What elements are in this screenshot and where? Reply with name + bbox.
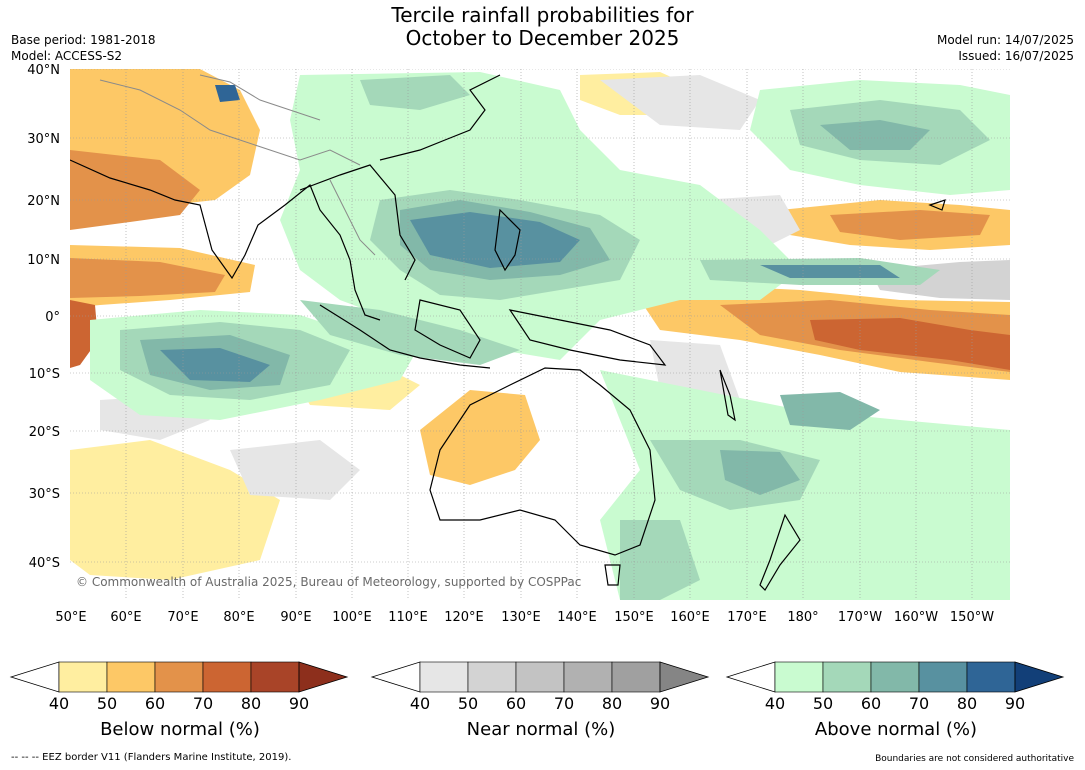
colorbar-tick-label: 90 bbox=[650, 694, 670, 713]
lon-label-70e: 70°E bbox=[167, 610, 198, 625]
lon-label-160e: 160°E bbox=[670, 610, 710, 625]
colorbar-title-near: Near normal (%) bbox=[466, 719, 616, 740]
lat-label-10s: 10°S bbox=[29, 367, 60, 382]
colorbar-below-normal: 40 50 60 70 80 90 bbox=[9, 661, 349, 713]
lon-label-110e: 110°E bbox=[388, 610, 428, 625]
lat-label-20s: 20°S bbox=[29, 425, 60, 440]
lat-label-10n: 10°N bbox=[27, 253, 60, 268]
lat-label-0: 0° bbox=[45, 310, 60, 325]
lat-label-30s: 30°S bbox=[29, 487, 60, 502]
lat-label-40n: 40°N bbox=[27, 63, 60, 78]
colorbar-segment bbox=[611, 661, 661, 693]
colorbar-tick-label: 60 bbox=[861, 694, 881, 713]
colorbar-tick-label: 70 bbox=[909, 694, 929, 713]
colorbar-segment bbox=[419, 661, 469, 693]
colorbar-segment bbox=[563, 661, 613, 693]
colorbar-segment bbox=[515, 661, 565, 693]
colorbar-tick-label: 60 bbox=[506, 694, 526, 713]
colorbar-segment bbox=[154, 661, 204, 693]
eez-legend: -- -- -- EEZ border V11 (Flanders Marine… bbox=[11, 752, 292, 763]
model-name: Model: ACCESS-S2 bbox=[11, 49, 123, 63]
colorbar-tick-label: 50 bbox=[458, 694, 478, 713]
colorbar-tick-label: 70 bbox=[193, 694, 213, 713]
latitude-labels: 40°N 30°N 20°N 10°N 0° 10°S 20°S 30°S 40… bbox=[27, 63, 60, 571]
longitude-labels: 50°E 60°E 70°E 80°E 90°E 100°E 110°E 120… bbox=[55, 610, 994, 625]
lon-label-170w: 170°W bbox=[838, 610, 882, 625]
colorbar-extend-high bbox=[298, 661, 349, 693]
model-run: Model run: 14/07/2025 bbox=[936, 33, 1074, 47]
colorbar-segment bbox=[870, 661, 920, 693]
lon-label-150e: 150°E bbox=[614, 610, 654, 625]
lon-label-50e: 50°E bbox=[55, 610, 86, 625]
colorbar-segment bbox=[467, 661, 517, 693]
model-info: Base period: 1981-2018 Model: ACCESS-S2 bbox=[11, 32, 156, 64]
lon-label-130e: 130°E bbox=[501, 610, 541, 625]
lat-label-40s: 40°S bbox=[29, 556, 60, 571]
lon-label-100e: 100°E bbox=[332, 610, 372, 625]
colorbar-tick-label: 70 bbox=[554, 694, 574, 713]
colorbar-extend-low bbox=[370, 661, 421, 693]
disclaimer: Boundaries are not considered authoritat… bbox=[875, 754, 1074, 764]
colorbar-tick-label: 90 bbox=[1005, 694, 1025, 713]
colorbar-tick-label: 50 bbox=[813, 694, 833, 713]
lon-label-160w: 160°W bbox=[894, 610, 938, 625]
colorbar-tick-label: 80 bbox=[602, 694, 622, 713]
colorbar-extend-low bbox=[9, 661, 60, 693]
colorbar-segment bbox=[822, 661, 872, 693]
colorbar-segment bbox=[58, 661, 108, 693]
lon-label-140e: 140°E bbox=[557, 610, 597, 625]
colorbar-tick-label: 80 bbox=[241, 694, 261, 713]
chart-title: Tercile rainfall probabilities for Octob… bbox=[0, 4, 1085, 50]
colorbar-segment bbox=[966, 661, 1016, 693]
lat-label-20n: 20°N bbox=[27, 194, 60, 209]
colorbar-segment bbox=[918, 661, 968, 693]
colorbar-above-normal: 40 50 60 70 80 90 bbox=[725, 661, 1065, 713]
above-normal-regions bbox=[90, 72, 1010, 600]
colorbar-tick-label: 40 bbox=[49, 694, 69, 713]
colorbar-title-below: Below normal (%) bbox=[100, 719, 260, 740]
lat-label-30n: 30°N bbox=[27, 132, 60, 147]
colorbar-tick-label: 40 bbox=[765, 694, 785, 713]
colorbar-extend-high bbox=[1014, 661, 1065, 693]
lon-label-170e: 170°E bbox=[727, 610, 767, 625]
political-borders bbox=[99, 74, 376, 256]
colorbar-segment bbox=[106, 661, 156, 693]
colorbar-segment bbox=[774, 661, 824, 693]
lon-label-150w: 150°W bbox=[950, 610, 994, 625]
map-canvas: © Commonwealth of Australia 2025, Bureau… bbox=[70, 69, 1010, 600]
coastlines bbox=[70, 74, 946, 591]
colorbar-tick-label: 80 bbox=[957, 694, 977, 713]
lon-label-180: 180° bbox=[787, 610, 818, 625]
issued-date: Issued: 16/07/2025 bbox=[958, 49, 1074, 63]
colorbar-extend-low bbox=[725, 661, 776, 693]
colorbar-tick-label: 40 bbox=[410, 694, 430, 713]
title-line-1: Tercile rainfall probabilities for bbox=[391, 3, 694, 27]
graticule bbox=[70, 69, 1010, 600]
lon-label-120e: 120°E bbox=[444, 610, 484, 625]
colorbar-tick-label: 50 bbox=[97, 694, 117, 713]
colorbar-title-above: Above normal (%) bbox=[814, 719, 978, 740]
lon-label-60e: 60°E bbox=[110, 610, 141, 625]
base-period: Base period: 1981-2018 bbox=[11, 33, 156, 47]
colorbar-segment bbox=[202, 661, 252, 693]
lon-label-80e: 80°E bbox=[223, 610, 254, 625]
title-line-2: October to December 2025 bbox=[405, 26, 680, 50]
lon-label-90e: 90°E bbox=[280, 610, 311, 625]
colorbar-near-normal: 40 50 60 70 80 90 bbox=[370, 661, 710, 713]
run-info: Model run: 14/07/2025 Issued: 16/07/2025 bbox=[937, 32, 1074, 64]
colorbar-extend-high bbox=[659, 661, 710, 693]
colorbar-tick-label: 90 bbox=[289, 694, 309, 713]
colorbar-segment bbox=[250, 661, 300, 693]
copyright-notice: © Commonwealth of Australia 2025, Bureau… bbox=[76, 575, 581, 589]
colorbar-tick-label: 60 bbox=[145, 694, 165, 713]
